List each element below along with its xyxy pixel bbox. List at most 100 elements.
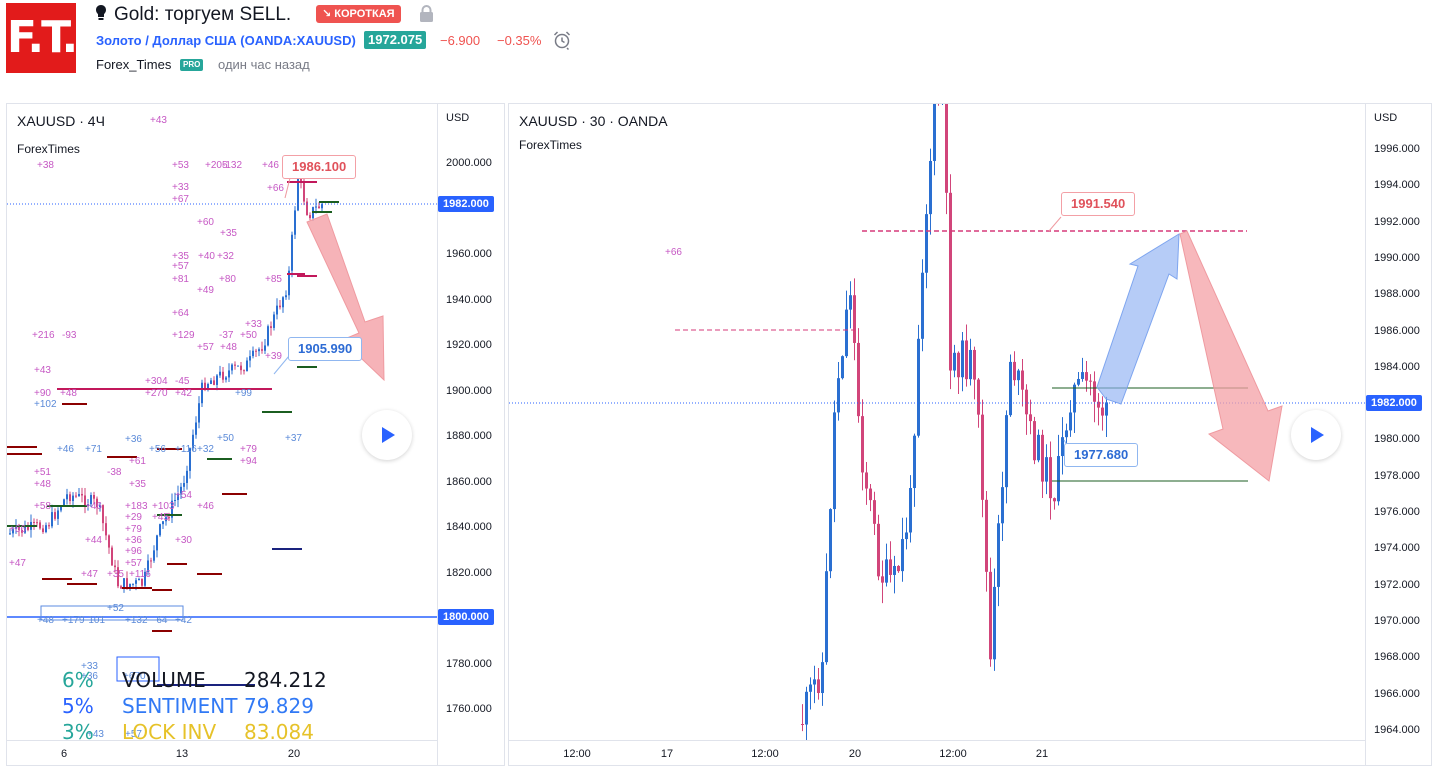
left-candle-body bbox=[108, 535, 110, 548]
left-candle-body bbox=[153, 550, 155, 561]
left-candle-body bbox=[57, 510, 59, 519]
left-candles-group bbox=[9, 172, 323, 593]
left-sell-arrow bbox=[306, 213, 385, 382]
right-candle-body bbox=[889, 559, 892, 575]
left-candle-body bbox=[15, 526, 17, 530]
left-time-axis[interactable]: 6 13 20 bbox=[7, 740, 437, 765]
indicator-sentiment-value: 79.829 bbox=[244, 694, 314, 718]
right-chart-panel[interactable]: +66 1991.540 1977.680 XAUUSD · 30 · OAND… bbox=[508, 103, 1432, 766]
left-candle-body bbox=[102, 505, 104, 524]
left-candle-body bbox=[189, 448, 191, 471]
price-change: −6.900 bbox=[440, 33, 481, 48]
left-x-tick-6: 6 bbox=[60, 748, 68, 760]
left-candle-body bbox=[309, 215, 311, 219]
right-candle-body bbox=[817, 679, 820, 694]
left-trade-annotation: +54 bbox=[175, 490, 192, 501]
right-candle-body bbox=[1021, 370, 1024, 390]
left-y-tick: 1860.000 bbox=[446, 475, 492, 488]
right-candle-body bbox=[837, 378, 840, 413]
left-trade-annotation: +183 bbox=[125, 501, 148, 512]
left-chart-title: XAUUSD · 4Ч bbox=[17, 113, 105, 129]
left-candle-body bbox=[21, 530, 23, 533]
left-candle-body bbox=[18, 526, 20, 531]
right-play-button[interactable] bbox=[1291, 410, 1341, 460]
left-trade-annotation: +66 bbox=[267, 183, 284, 194]
right-candle-body bbox=[909, 488, 912, 533]
symbol-exchange[interactable]: (OANDA:XAUUSD) bbox=[240, 33, 356, 48]
left-candle-body bbox=[315, 206, 317, 208]
left-trade-annotation: -101 bbox=[85, 615, 105, 626]
left-price-axis[interactable]: USD 2000.0001980.0001960.0001940.0001920… bbox=[437, 104, 504, 765]
left-trade-annotation: +79 bbox=[125, 524, 142, 535]
left-trade-annotation: +57 bbox=[172, 261, 189, 272]
right-callout-low[interactable]: 1977.680 bbox=[1064, 443, 1139, 467]
left-trade-annotation: +116 bbox=[129, 569, 151, 580]
left-trade-annotation: +30 bbox=[175, 535, 192, 546]
left-candle-body bbox=[45, 525, 47, 533]
left-candle-body bbox=[288, 270, 290, 296]
left-candle-body bbox=[276, 305, 278, 315]
left-trade-annotation: +132 bbox=[125, 615, 148, 626]
left-trade-annotation: +36 bbox=[125, 535, 142, 546]
left-candle-body bbox=[66, 494, 68, 500]
right-price-axis[interactable]: USD 1996.000 1994.000 1992.000 1990.000 1988… bbox=[1365, 104, 1431, 765]
indicator-sentiment-label: SENTIMENT bbox=[122, 694, 238, 718]
symbol-link[interactable]: Золото / Доллар США (OANDA:XAUUSD) bbox=[96, 33, 356, 48]
left-trade-annotation: +47 bbox=[81, 569, 98, 580]
left-trade-annotation: +71 bbox=[85, 444, 102, 455]
left-candle-body bbox=[63, 499, 65, 507]
left-trade-annotation: +48 bbox=[220, 342, 237, 353]
left-trade-annotation: +32 bbox=[217, 251, 234, 262]
right-candle-body bbox=[1069, 412, 1072, 431]
left-candle-body bbox=[237, 365, 239, 367]
left-candle-body bbox=[111, 547, 113, 566]
right-y-tick: 1978.000 bbox=[1374, 469, 1420, 482]
left-trade-annotation: -93 bbox=[62, 330, 77, 341]
left-trade-annotation: +57 bbox=[125, 558, 142, 569]
right-candle-body bbox=[813, 679, 816, 685]
left-candle-body bbox=[162, 521, 164, 525]
left-play-button[interactable] bbox=[362, 410, 412, 460]
left-annotations-group: +43+38 +53 +205-132 +46+33+67+66+60+35+35 +4… bbox=[9, 115, 302, 740]
left-candle-body bbox=[216, 375, 218, 385]
right-buy-arrow bbox=[1096, 233, 1180, 405]
right-callout-high[interactable]: 1991.540 bbox=[1061, 192, 1136, 216]
right-chart-plot[interactable]: +66 bbox=[509, 104, 1365, 740]
left-candle-body bbox=[54, 512, 56, 519]
left-trade-annotation: +80 bbox=[219, 274, 236, 285]
left-trade-annotation: +43 bbox=[150, 115, 167, 126]
left-candle-body bbox=[228, 370, 230, 378]
forex-times-logo[interactable]: F.T. bbox=[6, 3, 78, 73]
left-candle-body bbox=[204, 382, 206, 390]
right-x-tick-2: 12:00 bbox=[751, 748, 779, 760]
left-candle-body bbox=[240, 365, 242, 371]
left-candle-body bbox=[213, 380, 215, 385]
right-candle-body bbox=[949, 192, 952, 371]
right-candle-body bbox=[913, 435, 916, 489]
right-candle-body bbox=[957, 352, 960, 378]
left-chart-plot[interactable]: +43+38 +53 +205-132 +46+33+67+66+60+35+35 +4… bbox=[7, 104, 437, 740]
right-y-tick: 1992.000 bbox=[1374, 215, 1420, 228]
right-candle-body bbox=[1013, 361, 1016, 381]
left-callout-high[interactable]: 1986.100 bbox=[282, 155, 357, 179]
left-trade-annotation: +42 bbox=[175, 388, 192, 399]
left-candle-body bbox=[60, 506, 62, 511]
left-trade-annotation: +50 bbox=[240, 330, 257, 341]
right-callout-high-connector bbox=[1048, 216, 1062, 232]
idea-header: F.T. Gold: торгуем SELL. ↘ КОРОТКАЯ Золо… bbox=[0, 0, 1437, 100]
right-candle-body bbox=[1001, 487, 1004, 524]
right-candle-body bbox=[809, 684, 812, 692]
left-trade-annotation: +33 bbox=[245, 319, 262, 330]
right-time-axis[interactable]: 12:00 17 12:00 20 12:00 21 bbox=[509, 740, 1365, 765]
alarm-clock-icon[interactable] bbox=[552, 30, 572, 50]
left-trade-annotation: +47 bbox=[9, 558, 26, 569]
left-chart-panel[interactable]: +43 +38 +53 +205 -132 +46 +33 +67 +66 +60 +35 +35 +4… bbox=[6, 103, 505, 766]
right-candle-body bbox=[965, 340, 968, 380]
right-candle-body bbox=[969, 349, 972, 380]
left-trade-annotation: +35 bbox=[220, 228, 237, 239]
symbol-name[interactable]: Золото / Доллар США bbox=[96, 33, 237, 48]
left-callout-low[interactable]: 1905.990 bbox=[288, 337, 363, 361]
author-name[interactable]: Forex_Times bbox=[96, 57, 172, 72]
left-trade-annotation: +116 bbox=[175, 444, 197, 455]
indicator-volume: 6% VOLUME 284.212 bbox=[62, 668, 327, 692]
